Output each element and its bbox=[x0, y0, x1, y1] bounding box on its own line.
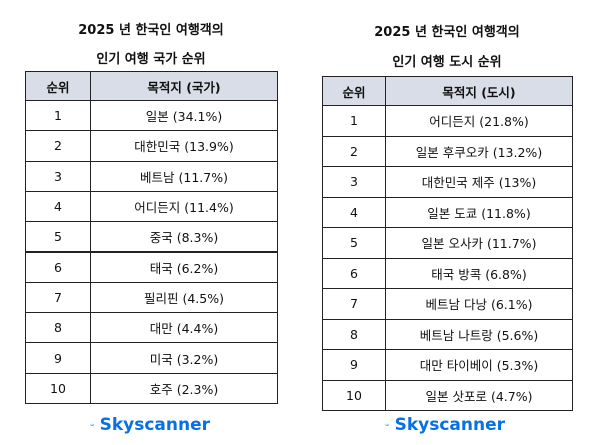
header-cell: 순위 bbox=[322, 76, 386, 106]
table-cell: 어디든지 (11.4%) bbox=[90, 190, 278, 223]
brand-logo: Skyscanner bbox=[90, 414, 210, 436]
brand-name: Skyscanner bbox=[394, 415, 505, 435]
table-cell: 일본 삿포로 (4.7%) bbox=[385, 379, 573, 411]
table-cell: 어디든지 (21.8%) bbox=[385, 105, 573, 137]
table-cell: 3 bbox=[322, 166, 386, 198]
table-cell: 중국 (8.3%) bbox=[90, 221, 278, 253]
table-title: 2025 년 한국인 여행객의 bbox=[78, 23, 224, 38]
table-cell: 4 bbox=[25, 190, 91, 223]
table-cell: 1 bbox=[25, 100, 91, 132]
table-cell: 베트남 나트랑 (5.6%) bbox=[385, 318, 573, 350]
table-cell: 필리핀 (4.5%) bbox=[90, 281, 278, 314]
table-title: 2025 년 한국인 여행객의 bbox=[374, 25, 520, 40]
table-cell: 일본 오사카 (11.7%) bbox=[385, 227, 573, 259]
table-cell: 베트남 다낭 (6.1%) bbox=[385, 288, 573, 320]
table-cell: 1 bbox=[322, 105, 386, 137]
table-cell: 호주 (2.3%) bbox=[90, 372, 278, 404]
table-cell: 8 bbox=[322, 318, 386, 350]
logo-icon bbox=[90, 423, 95, 427]
header-cell: 목적지 (국가) bbox=[90, 71, 278, 101]
logo-icon bbox=[385, 423, 390, 427]
table-cell: 8 bbox=[25, 312, 91, 344]
table-cell: 9 bbox=[322, 349, 386, 381]
table-cell: 대한민국 (13.9%) bbox=[90, 130, 278, 162]
table-cell: 10 bbox=[25, 372, 91, 404]
table-cell: 2 bbox=[322, 135, 386, 167]
table-cell: 5 bbox=[25, 221, 91, 253]
table-cell: 7 bbox=[322, 288, 386, 320]
table-cell: 7 bbox=[25, 281, 91, 314]
brand-logo: Skyscanner bbox=[385, 414, 505, 436]
header-cell: 목적지 (도시) bbox=[385, 76, 573, 106]
table-cell: 6 bbox=[322, 257, 386, 289]
table-cell: 미국 (3.2%) bbox=[90, 342, 278, 374]
table-cell: 일본 (34.1%) bbox=[90, 100, 278, 132]
table-title: 인기 여행 도시 순위 bbox=[392, 55, 502, 70]
table-cell: 4 bbox=[322, 196, 386, 228]
table-cell: 대만 (4.4%) bbox=[90, 312, 278, 344]
table-cell: 태국 방콕 (6.8%) bbox=[385, 257, 573, 289]
table-cell: 6 bbox=[25, 251, 91, 283]
table-cell: 10 bbox=[322, 379, 386, 411]
table-title: 인기 여행 국가 순위 bbox=[96, 52, 206, 67]
table-cell: 베트남 (11.7%) bbox=[90, 160, 278, 192]
table-cell: 태국 (6.2%) bbox=[90, 251, 278, 283]
table-cell: 3 bbox=[25, 160, 91, 192]
table-cell: 대만 타이베이 (5.3%) bbox=[385, 349, 573, 381]
table-cell: 5 bbox=[322, 227, 386, 259]
table-cell: 일본 후쿠오카 (13.2%) bbox=[385, 135, 573, 167]
brand-name: Skyscanner bbox=[99, 415, 210, 435]
table-cell: 9 bbox=[25, 342, 91, 374]
table-cell: 대한민국 제주 (13%) bbox=[385, 166, 573, 198]
table-cell: 일본 도쿄 (11.8%) bbox=[385, 196, 573, 228]
header-cell: 순위 bbox=[25, 71, 91, 101]
table-cell: 2 bbox=[25, 130, 91, 162]
